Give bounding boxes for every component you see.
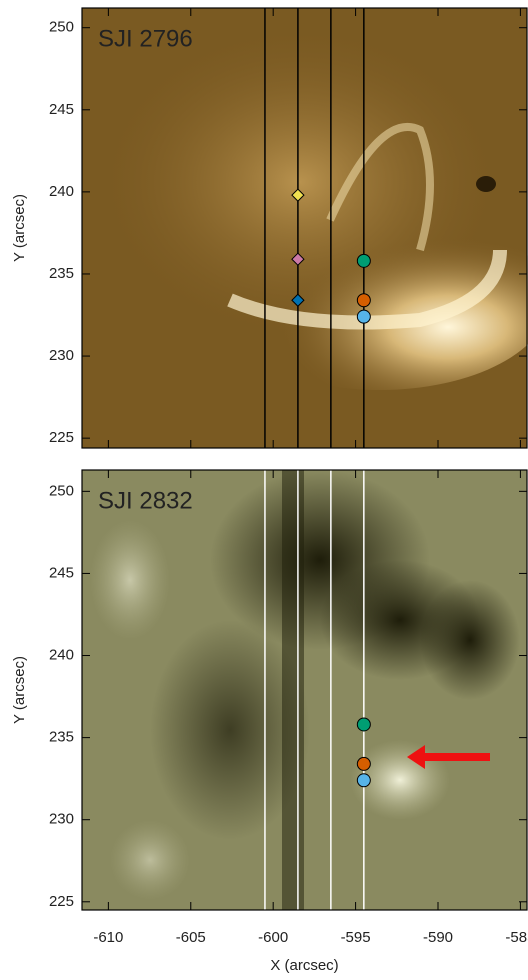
panel-background	[70, 8, 528, 910]
x-tick-label: -600	[258, 929, 288, 946]
panel-label: SJI 2832	[98, 487, 193, 514]
y-tick-label: 235	[49, 265, 74, 282]
y-tick-label: 240	[49, 646, 74, 663]
circle-marker	[356, 756, 371, 771]
y-axis-label: Y (arcsec)	[11, 656, 28, 724]
y-tick-label: 250	[49, 19, 74, 36]
diamond-marker	[291, 293, 305, 307]
circle-marker	[356, 717, 371, 732]
x-axis-label: X (arcsec)	[270, 957, 338, 974]
y-tick-label: 225	[49, 429, 74, 446]
diamond-marker	[291, 252, 305, 266]
y-axis-label: Y (arcsec)	[11, 194, 28, 262]
y-tick-label: 250	[49, 482, 74, 499]
y-tick-label: 230	[49, 811, 74, 828]
y-tick-label: 230	[49, 347, 74, 364]
y-tick-label: 245	[49, 101, 74, 118]
y-tick-label: 235	[49, 729, 74, 746]
x-tick-label: -595	[341, 929, 371, 946]
y-tick-label: 225	[49, 893, 74, 910]
y-tick-label: 245	[49, 564, 74, 581]
x-tick-label: -605	[176, 929, 206, 946]
circle-marker	[356, 309, 371, 324]
diamond-marker	[291, 188, 305, 202]
circle-marker	[356, 773, 371, 788]
x-tick-label: -585	[505, 929, 528, 946]
y-tick-label: 240	[49, 183, 74, 200]
x-tick-label: -590	[423, 929, 453, 946]
plot-frame	[81, 7, 528, 449]
x-tick-label: -610	[93, 929, 123, 946]
panel-label: SJI 2796	[98, 25, 193, 52]
circle-marker	[356, 253, 371, 268]
plot-frame	[81, 469, 528, 911]
circle-marker	[356, 293, 371, 308]
